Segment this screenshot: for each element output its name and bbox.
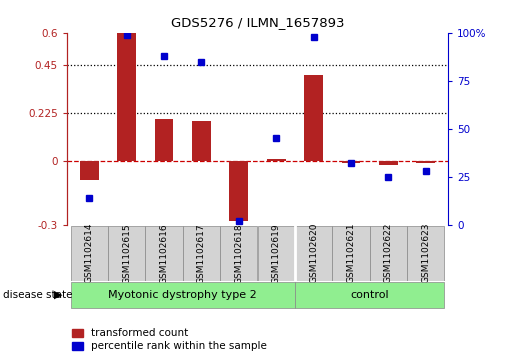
FancyBboxPatch shape (407, 226, 444, 281)
Bar (192, 121, 211, 161)
FancyBboxPatch shape (295, 282, 444, 308)
Text: GSM1102620: GSM1102620 (309, 223, 318, 284)
Bar (117, 33, 136, 161)
Legend: transformed count, percentile rank within the sample: transformed count, percentile rank withi… (72, 328, 267, 351)
FancyBboxPatch shape (183, 226, 220, 281)
Bar (416, 161, 435, 163)
FancyBboxPatch shape (71, 282, 295, 308)
FancyBboxPatch shape (71, 226, 108, 281)
Text: GSM1102619: GSM1102619 (272, 223, 281, 284)
Bar (341, 161, 360, 163)
Bar (379, 161, 398, 165)
Bar (154, 119, 174, 161)
Text: GSM1102617: GSM1102617 (197, 223, 206, 284)
Bar (267, 159, 285, 161)
Text: control: control (350, 290, 389, 300)
Text: GSM1102616: GSM1102616 (160, 223, 168, 284)
Text: ▶: ▶ (54, 290, 63, 300)
Bar (80, 161, 99, 180)
Text: GSM1102615: GSM1102615 (122, 223, 131, 284)
Text: GSM1102622: GSM1102622 (384, 223, 393, 284)
FancyBboxPatch shape (145, 226, 183, 281)
FancyBboxPatch shape (370, 226, 407, 281)
Bar (230, 161, 248, 221)
FancyBboxPatch shape (295, 226, 332, 281)
Text: GSM1102623: GSM1102623 (421, 223, 430, 284)
Title: GDS5276 / ILMN_1657893: GDS5276 / ILMN_1657893 (171, 16, 344, 29)
FancyBboxPatch shape (108, 226, 145, 281)
Text: disease state: disease state (3, 290, 72, 300)
FancyBboxPatch shape (220, 226, 258, 281)
Text: GSM1102618: GSM1102618 (234, 223, 243, 284)
FancyBboxPatch shape (258, 226, 295, 281)
Text: Myotonic dystrophy type 2: Myotonic dystrophy type 2 (108, 290, 257, 300)
FancyBboxPatch shape (332, 226, 370, 281)
Text: GSM1102621: GSM1102621 (347, 223, 355, 284)
Text: GSM1102614: GSM1102614 (85, 223, 94, 284)
Bar (304, 76, 323, 161)
